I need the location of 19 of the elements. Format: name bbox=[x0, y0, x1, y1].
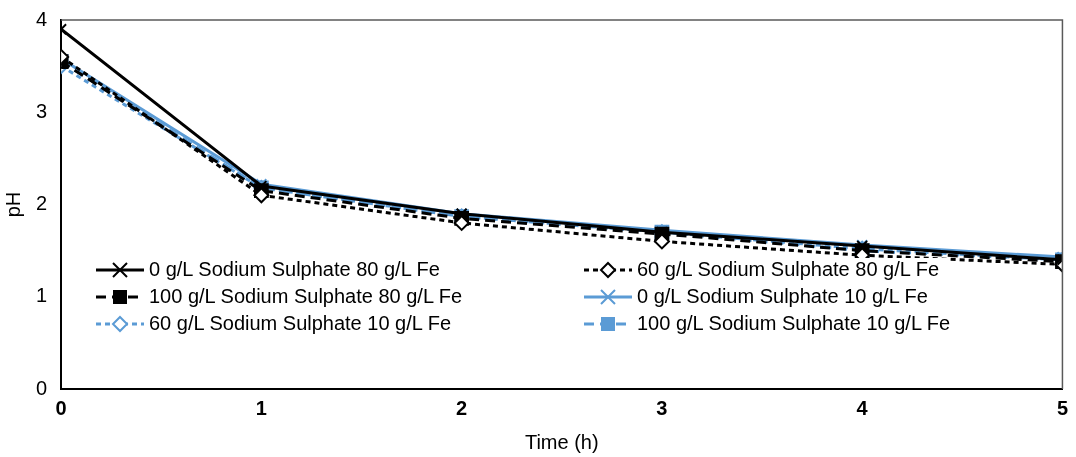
x-tick-label: 3 bbox=[656, 396, 668, 419]
legend-label: 60 g/L Sodium Sulphate 10 g/L Fe bbox=[149, 312, 452, 335]
legend-label: 60 g/L Sodium Sulphate 80 g/L Fe bbox=[637, 258, 940, 281]
x-tick-label: 4 bbox=[856, 396, 869, 419]
y-axis-title: pH bbox=[1, 191, 24, 218]
y-tick-label: 4 bbox=[36, 7, 48, 30]
x-tick-label: 5 bbox=[1056, 396, 1068, 419]
legend-label: 0 g/L Sodium Sulphate 80 g/L Fe bbox=[149, 258, 440, 281]
y-tick-label: 3 bbox=[36, 99, 48, 122]
y-tick-label: 2 bbox=[36, 192, 48, 215]
legend-label: 100 g/L Sodium Sulphate 10 g/L Fe bbox=[637, 312, 951, 335]
y-tick-label: 1 bbox=[36, 284, 48, 307]
y-tick-label: 0 bbox=[36, 376, 48, 399]
legend-label: 100 g/L Sodium Sulphate 80 g/L Fe bbox=[149, 285, 463, 308]
x-axis-title: Time (h) bbox=[524, 430, 599, 453]
x-tick-label: 2 bbox=[456, 396, 468, 419]
x-tick-label: 1 bbox=[255, 396, 267, 419]
legend-label: 0 g/L Sodium Sulphate 10 g/L Fe bbox=[637, 285, 928, 308]
x-tick-label: 0 bbox=[55, 396, 67, 419]
